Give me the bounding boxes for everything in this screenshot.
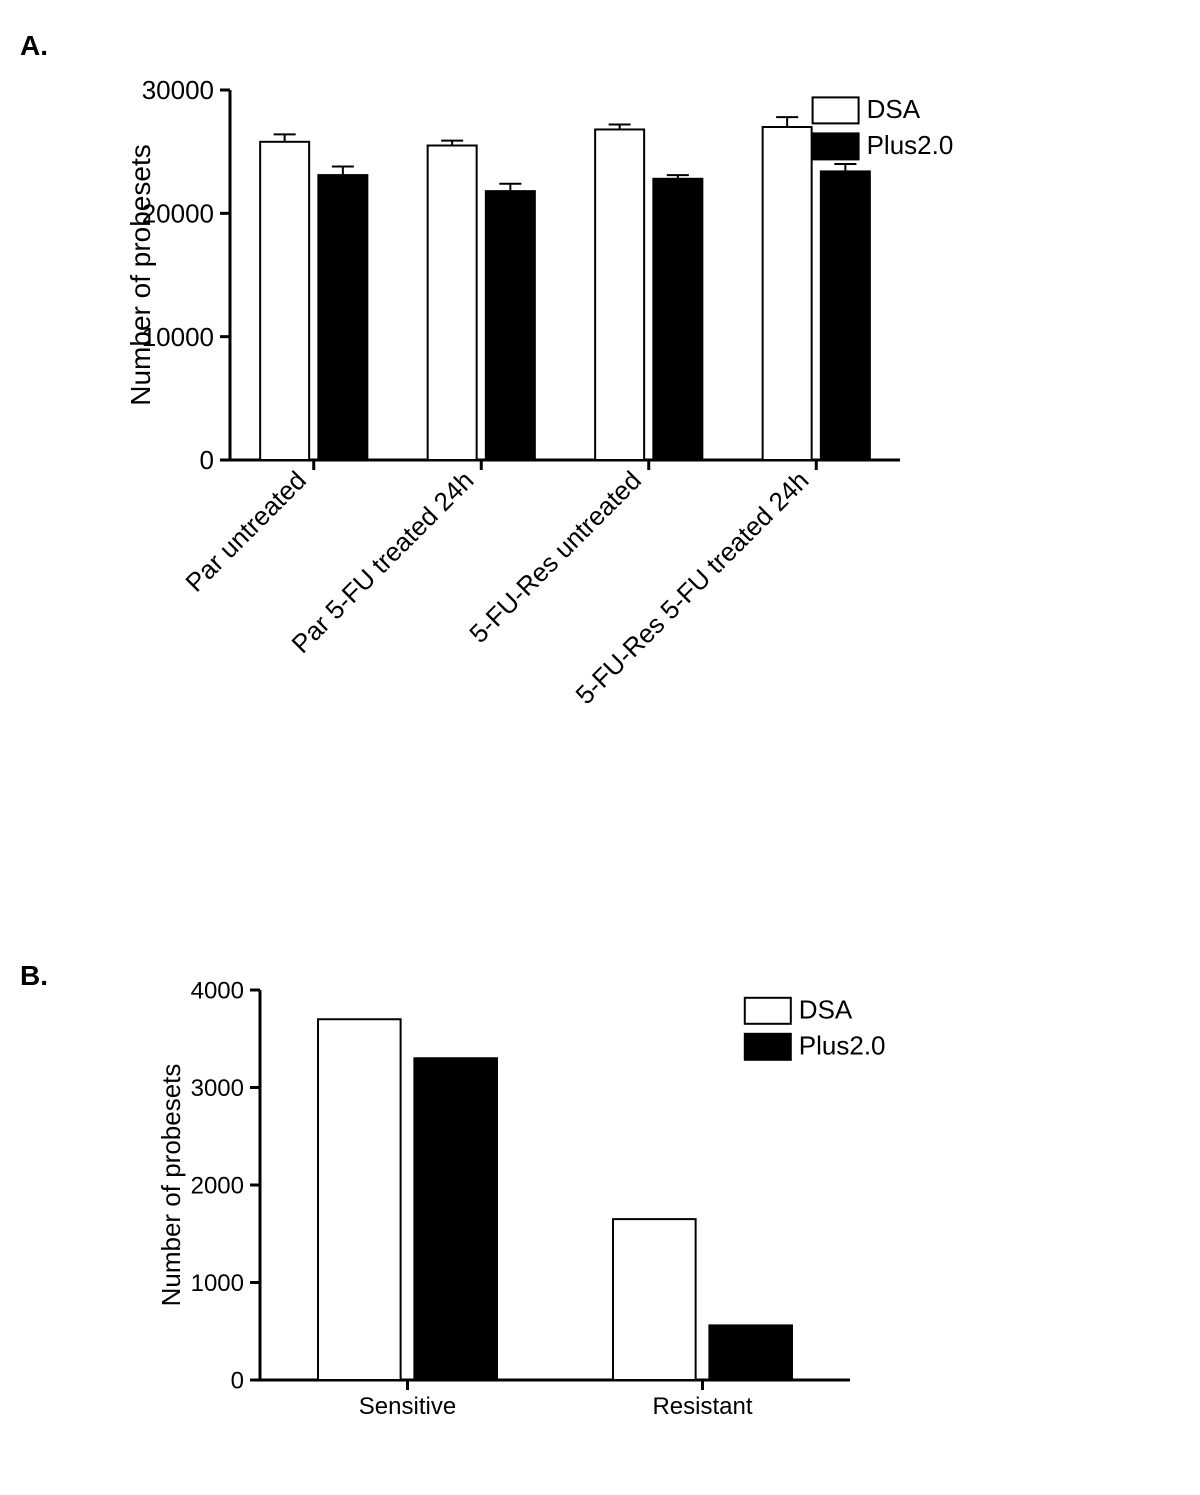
y-tick-label: 30000 [142, 75, 214, 105]
x-tick-label: Resistant [652, 1393, 752, 1420]
panel-b-chart: 0 1000 2000 3000 4000 Number of probesets Sens… [150, 970, 1070, 1450]
bar [414, 1058, 497, 1380]
bar [428, 146, 477, 461]
y-axis-label: Number of probesets [156, 1064, 186, 1307]
y-tick-label: 3000 [191, 1075, 244, 1102]
y-tick-label: 4000 [191, 977, 244, 1004]
panel-a-label: A. [20, 30, 48, 62]
x-tick-label: Sensitive [359, 1393, 456, 1420]
chart-svg: 0100002000030000Number of probesetsPar u… [120, 70, 1120, 720]
bar [318, 175, 367, 460]
bar [318, 1019, 401, 1380]
y-tick-label: 2000 [191, 1172, 244, 1199]
bar [486, 191, 535, 460]
bar [709, 1325, 792, 1380]
y-tick-label: 0 [231, 1367, 244, 1394]
legend-swatch [813, 133, 859, 159]
bar [653, 179, 702, 460]
legend-swatch [745, 998, 791, 1024]
bar [595, 129, 644, 460]
legend-swatch [813, 97, 859, 123]
bar [821, 171, 870, 460]
panel-b-label: B. [20, 960, 48, 992]
chart-svg: 0 1000 2000 3000 4000 Number of probesets Sens… [150, 970, 1070, 1450]
panel-a-chart: 0100002000030000Number of probesetsPar u… [120, 70, 1120, 720]
legend-label: DSA [867, 94, 921, 124]
y-tick-label: 1000 [191, 1270, 244, 1297]
y-tick-label: 0 [200, 445, 214, 475]
bar [763, 127, 812, 460]
bar [613, 1219, 696, 1380]
legend-label: Plus2.0 [867, 130, 954, 160]
page: A. 0100002000030000Number of probesetsPa… [0, 0, 1200, 1495]
y-axis-label: Number of probesets [125, 144, 156, 405]
legend-label: DSA [799, 995, 853, 1025]
bar [260, 142, 309, 460]
legend-label: Plus2.0 [799, 1031, 886, 1061]
legend-swatch [745, 1034, 791, 1060]
